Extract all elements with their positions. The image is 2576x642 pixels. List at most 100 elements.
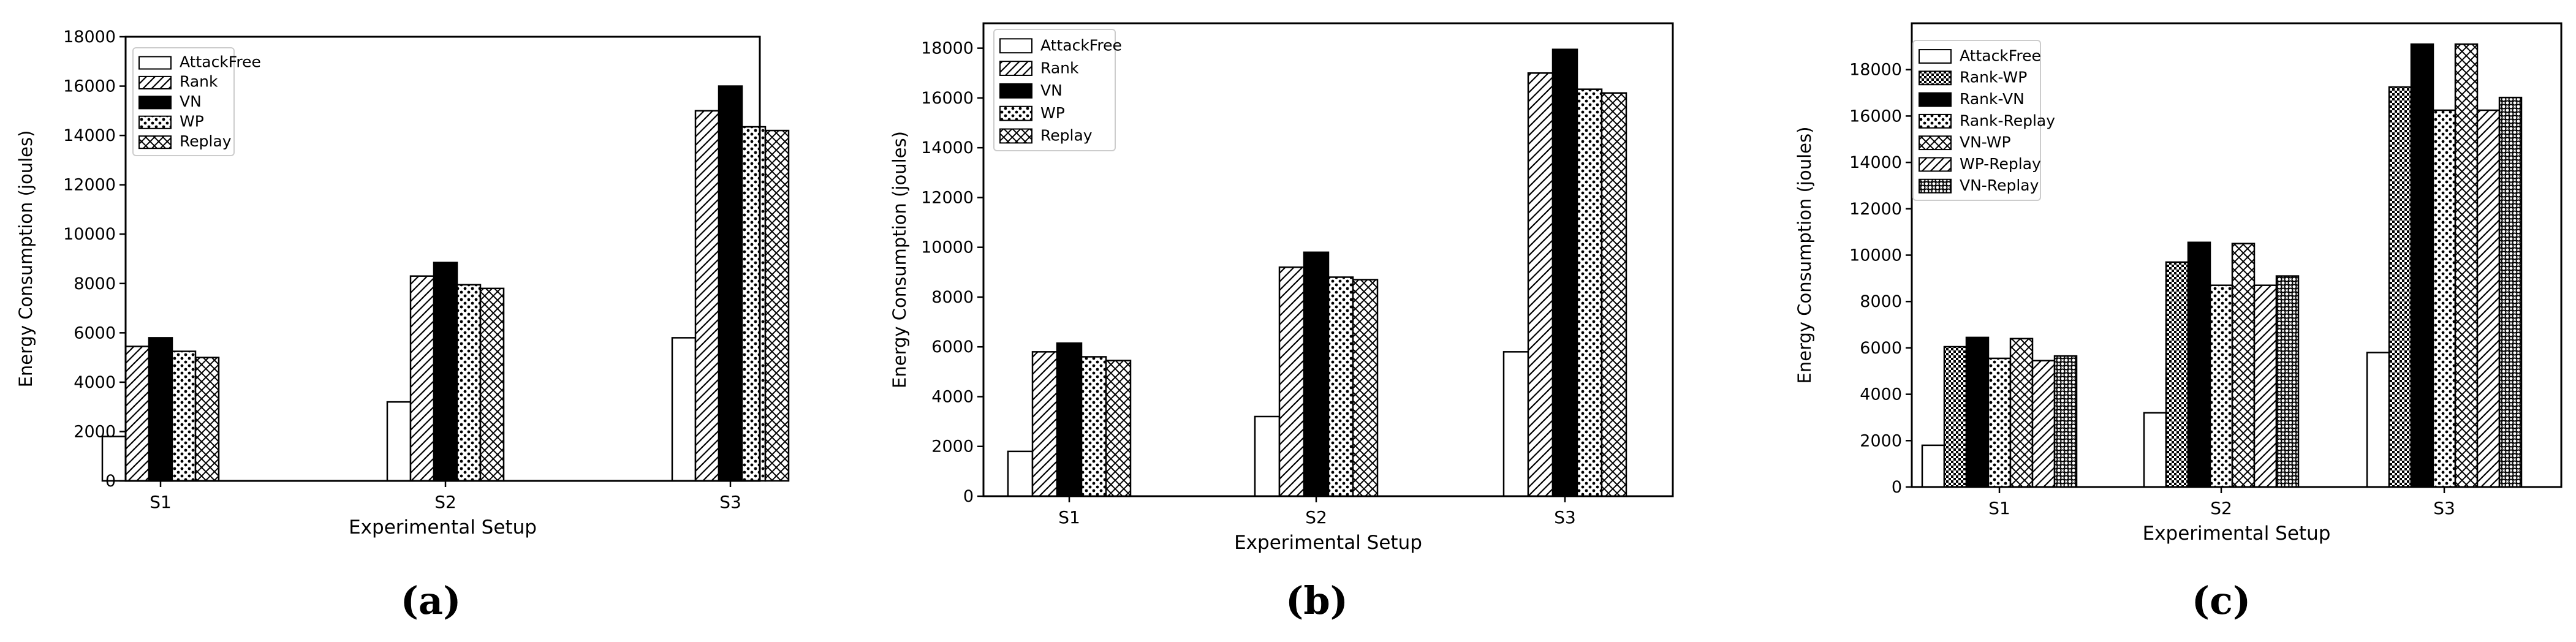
bar-rank-s1 [124, 346, 150, 482]
bar-replay-s1 [194, 357, 220, 482]
legend-label-wp: WP [180, 113, 204, 130]
bar-vn-replay-s1 [2053, 355, 2078, 488]
legend-label-vn: VN [1040, 81, 1063, 99]
legend-label-replay: Replay [1040, 127, 1093, 145]
legend-label-vn: VN [180, 93, 202, 110]
bar-wp-s2 [1327, 276, 1354, 497]
y-tick-label: 16000 [1849, 107, 1902, 126]
bar-replay-s3 [1601, 92, 1627, 497]
y-tick-label: 10000 [1849, 246, 1902, 265]
x-tick-label: S1 [1058, 507, 1080, 527]
bar-attackfree-s3 [1502, 351, 1529, 497]
y-tick-label: 14000 [1849, 153, 1902, 172]
legend-label-attackfree: AttackFree [180, 53, 261, 70]
legend-swatch-vn-replay [1919, 178, 1952, 194]
bar-vn-replay-s2 [2275, 275, 2300, 488]
bar-vn-replay-s3 [2498, 96, 2523, 488]
bar-rank-replay-s2 [2209, 284, 2233, 488]
x-tick-label: S2 [1305, 507, 1327, 527]
bar-attackfree-s1 [101, 436, 127, 482]
bar-replay-s3 [764, 129, 790, 482]
x-axis-label: Experimental Setup [2143, 523, 2331, 545]
y-tick-label: 4000 [74, 373, 116, 392]
y-tick-label: 16000 [921, 89, 974, 108]
bar-rank-s1 [1031, 351, 1058, 497]
bar-rank-wp-s2 [2165, 261, 2189, 488]
bar-wp-replay-s3 [2476, 109, 2501, 488]
legend-swatch-replay [999, 128, 1032, 144]
x-tick-label: S1 [1988, 498, 2010, 518]
y-tick-label: 10000 [63, 225, 116, 244]
bar-rank-s3 [1527, 72, 1554, 497]
legend-swatch-rank [138, 75, 172, 89]
y-tick-label: 2000 [74, 422, 116, 441]
y-tick-label: 18000 [921, 39, 974, 58]
bar-rank-replay-s1 [1987, 357, 2012, 488]
bar-wp-replay-s2 [2253, 284, 2278, 488]
y-tick-label: 2000 [931, 437, 974, 456]
bar-vn-wp-s2 [2231, 243, 2256, 488]
bar-rank-s2 [1278, 266, 1305, 497]
y-tick-label: 0 [1892, 478, 1902, 497]
bar-wp-replay-s1 [2031, 360, 2056, 488]
y-tick-label: 12000 [921, 188, 974, 207]
legend-swatch-rank-replay [1919, 113, 1952, 129]
bar-replay-s1 [1105, 360, 1132, 497]
bar-rank-replay-s3 [2432, 109, 2457, 488]
bar-vn-wp-s1 [2009, 338, 2034, 488]
legend-swatch-rank-wp [1919, 70, 1952, 86]
y-tick-label: 8000 [1860, 292, 1902, 311]
legend-swatch-wp [138, 115, 172, 129]
x-axis-label: Experimental Setup [1234, 532, 1422, 554]
legend-label-replay: Replay [180, 132, 232, 150]
bar-rank-vn-s3 [2410, 43, 2434, 488]
bar-rank-s2 [409, 275, 435, 482]
y-axis-label: Energy Consumption (joules) [15, 130, 36, 388]
x-tick-label: S2 [2210, 498, 2232, 518]
bar-wp-s1 [1080, 356, 1107, 497]
y-tick-label: 18000 [63, 28, 116, 47]
bar-attackfree-s1 [1921, 444, 1945, 488]
chart-panel-1: 0 2000 4000 6000 8000 10000 12000 14000 16000 180… [15, 28, 790, 623]
legend-label-attackfree: AttackFree [1040, 36, 1122, 54]
legend-label-attackfree: AttackFree [1960, 47, 2041, 64]
y-tick-label: 6000 [931, 338, 974, 357]
legend-swatch-attackfree [1919, 49, 1952, 64]
y-tick-label: 18000 [1849, 61, 1902, 80]
legend-swatch-replay [138, 135, 172, 149]
bar-vn-s1 [148, 337, 173, 482]
bar-attackfree-s2 [1254, 415, 1281, 497]
y-tick-label: 6000 [1860, 339, 1902, 358]
legend-swatch-attackfree [138, 56, 172, 70]
y-axis-label: Energy Consumption (joules) [889, 131, 910, 388]
x-tick-label: S3 [719, 492, 741, 512]
bar-rank-wp-s3 [2388, 86, 2412, 488]
bar-attackfree-s1 [1007, 450, 1034, 497]
bar-rank-vn-s1 [1965, 336, 1990, 488]
y-tick-label: 4000 [931, 387, 974, 406]
y-tick-label: 14000 [63, 126, 116, 145]
y-tick-label: 8000 [74, 274, 116, 293]
bar-replay-s2 [479, 287, 505, 482]
bar-vn-s1 [1056, 342, 1083, 497]
legend-swatch-vn [138, 96, 172, 110]
legend-swatch-vn [999, 83, 1032, 99]
bar-rank-vn-s2 [2187, 241, 2211, 488]
x-tick-label: S3 [2433, 498, 2455, 518]
legend-swatch-vn-wp [1919, 135, 1952, 151]
y-tick-label: 4000 [1860, 385, 1902, 404]
chart-panel-3: 0 2000 4000 6000 8000 10000 12000 14000 16000 180… [1794, 22, 2563, 623]
legend-swatch-wp [999, 105, 1032, 121]
bar-wp-s3 [741, 126, 767, 482]
panel-caption: (c) [2192, 578, 2251, 623]
bar-vn-s2 [1303, 251, 1330, 497]
y-tick-label: 16000 [63, 77, 116, 96]
y-tick-label: 12000 [63, 176, 116, 195]
bar-wp-s2 [456, 284, 482, 482]
y-tick-label: 14000 [921, 138, 974, 157]
bar-attackfree-s2 [386, 401, 412, 482]
bar-rank-s3 [694, 110, 720, 482]
legend-label-wp: WP [1040, 104, 1065, 122]
y-tick-label: 8000 [931, 288, 974, 307]
legend-label-wp-replay: WP-Replay [1960, 155, 2041, 173]
